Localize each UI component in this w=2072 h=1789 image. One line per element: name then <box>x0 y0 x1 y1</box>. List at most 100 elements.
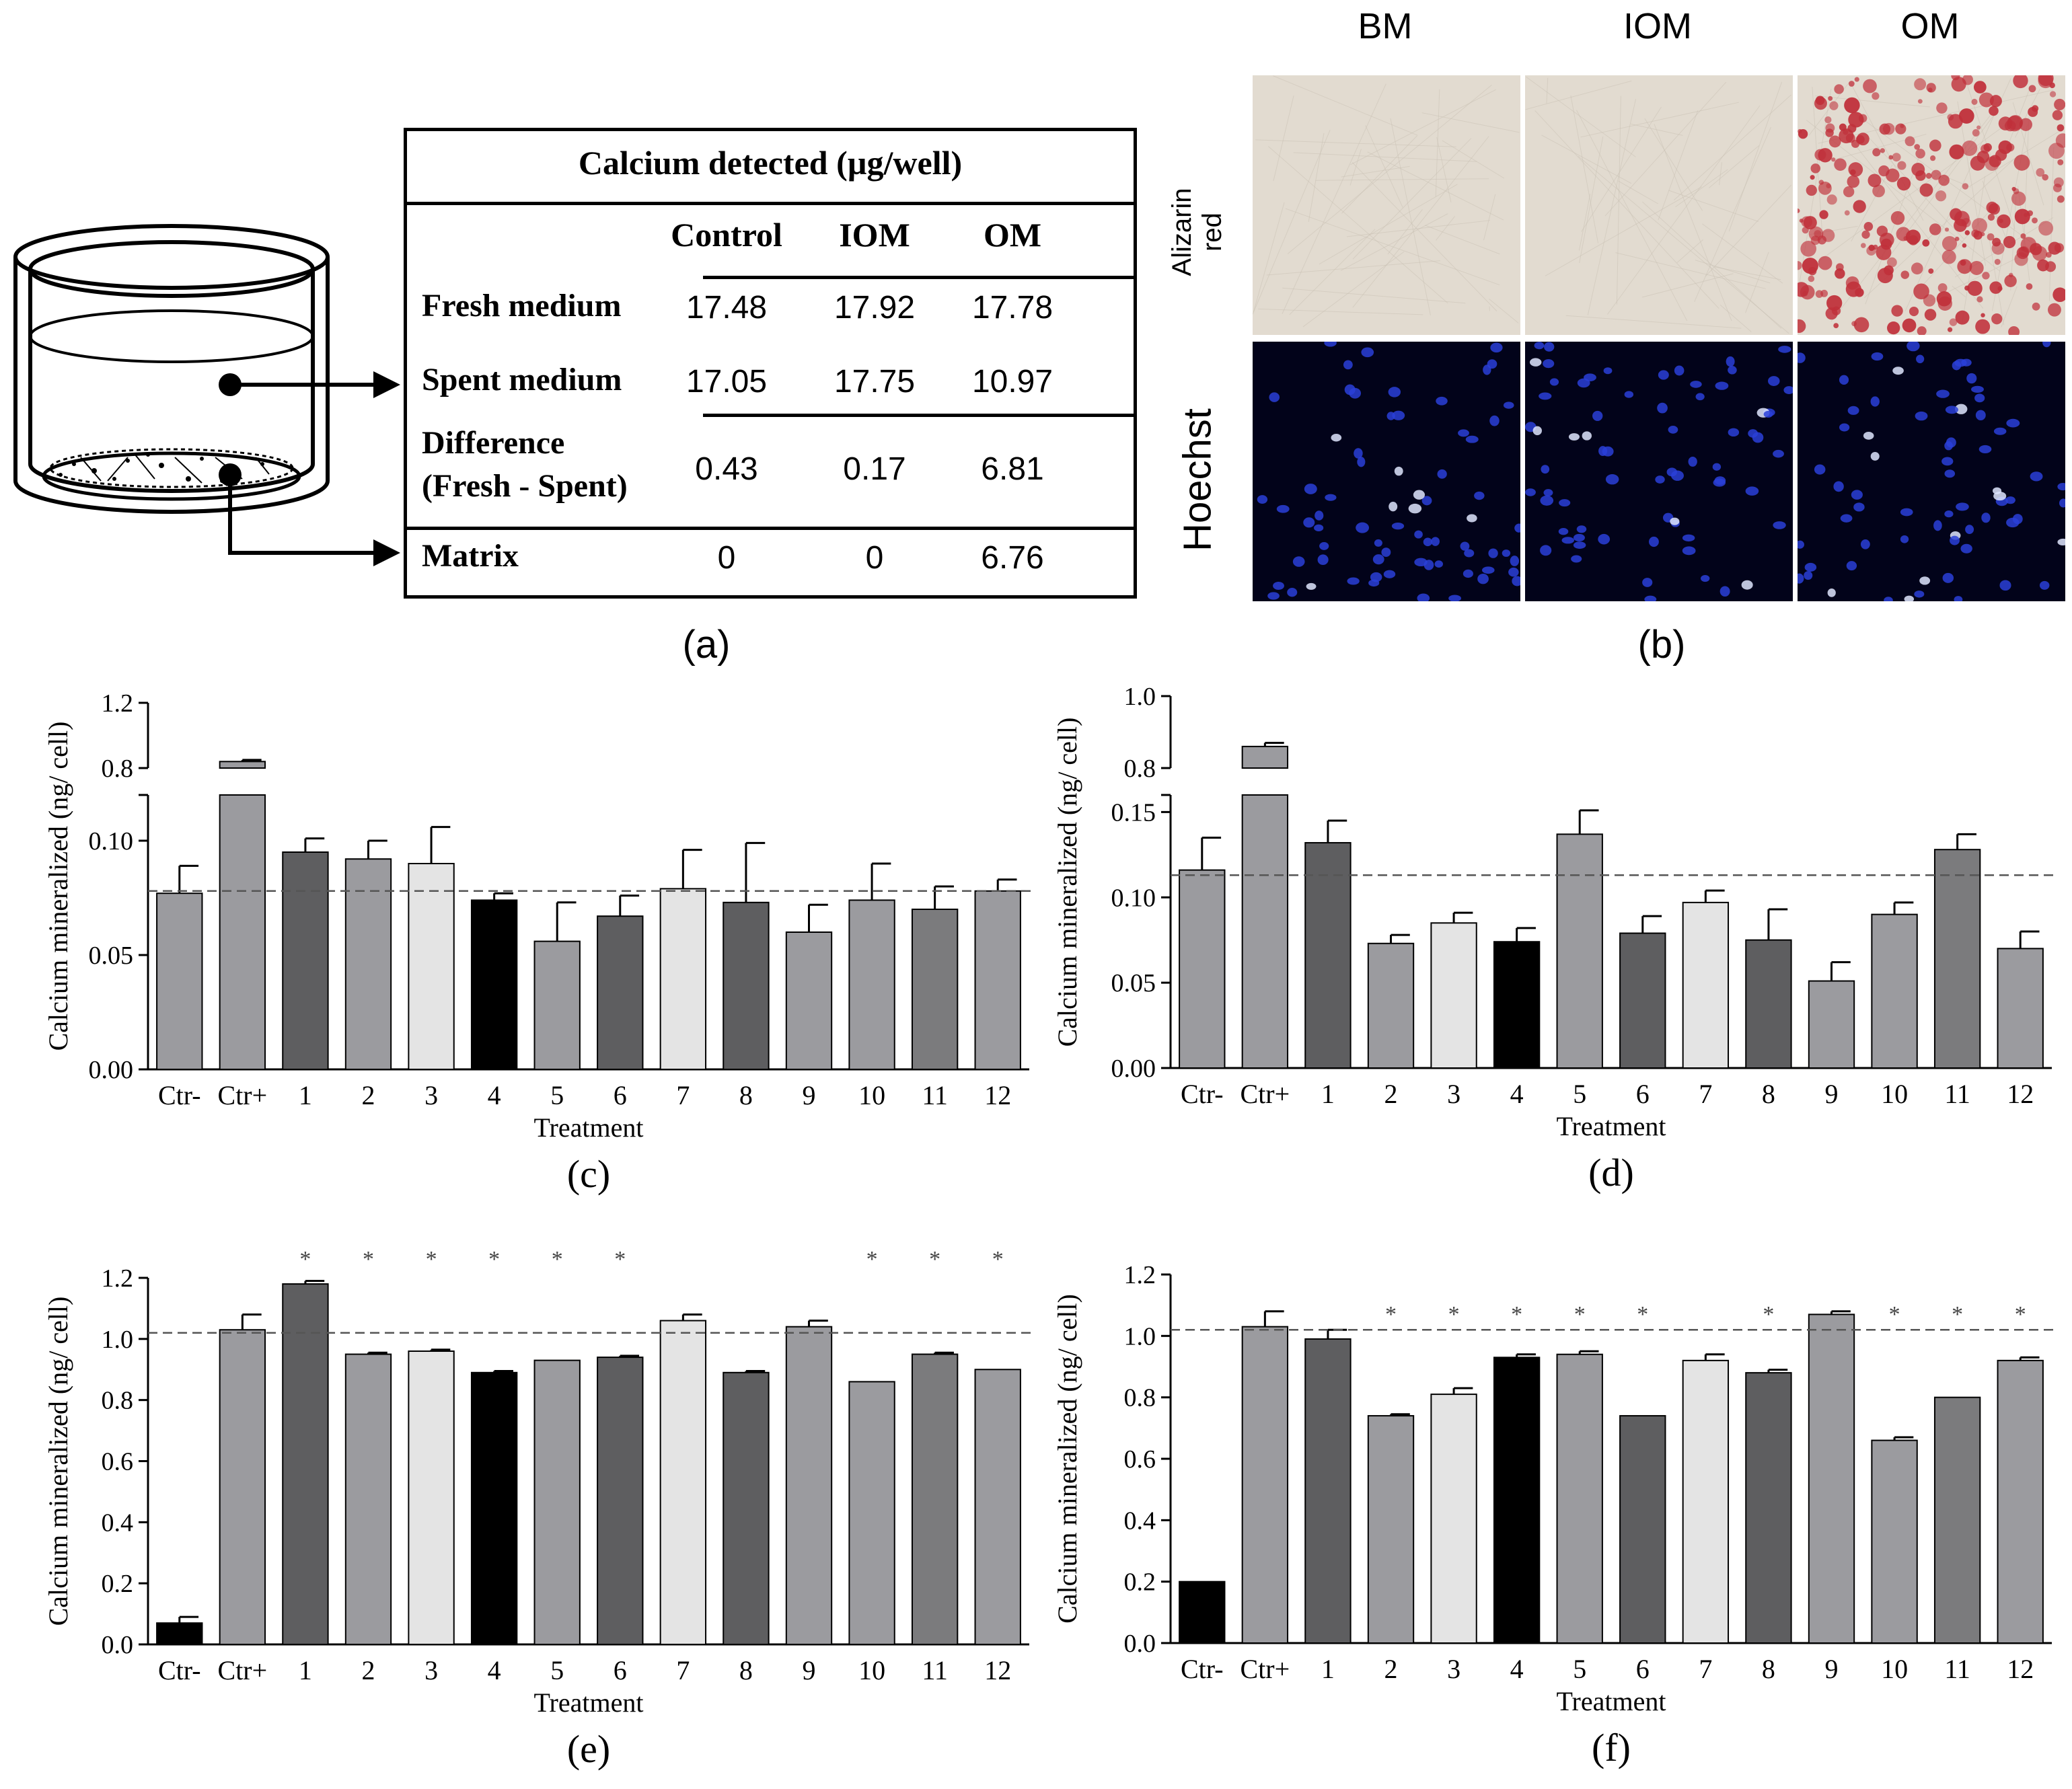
calcium-deposit <box>1843 186 1855 198</box>
nucleus <box>1413 490 1426 500</box>
significance-star: * <box>488 1247 500 1272</box>
cell-fiber <box>1654 124 1732 321</box>
calcium-deposit <box>2038 221 2054 236</box>
calcium-deposit <box>1976 125 1981 130</box>
x-tick-label: 11 <box>1944 1079 1970 1109</box>
calcium-deposit <box>1927 87 1933 92</box>
cell-fiber <box>1266 260 1440 276</box>
x-tick-label: 11 <box>922 1080 948 1110</box>
calcium-deposit <box>1976 151 1990 163</box>
y-tick-label: 0.8 <box>102 1387 134 1415</box>
nucleus <box>1540 495 1554 506</box>
calcium-deposit <box>1978 92 1994 108</box>
calcium-deposit <box>1860 243 1866 248</box>
nucleus <box>1465 435 1479 443</box>
calcium-deposit <box>1880 238 1892 250</box>
nucleus <box>1981 512 1991 523</box>
calcium-deposit <box>2006 115 2023 132</box>
bar <box>1367 1415 1415 1644</box>
nucleus <box>1383 570 1396 578</box>
nucleus <box>2042 342 2051 348</box>
cell: 0.43 <box>695 451 758 487</box>
y-axis-label: Calcium mineralized (ng/ cell) <box>1052 1294 1082 1624</box>
nucleus <box>1510 556 1520 566</box>
nucleus <box>1955 404 1968 414</box>
calcium-deposit <box>1800 241 1817 257</box>
y-tick-label: 0.2 <box>102 1570 134 1598</box>
calcium-deposit <box>1892 153 1901 162</box>
x-tick-label: 4 <box>488 1655 501 1685</box>
nucleus <box>1576 525 1587 533</box>
calcium-deposit <box>1863 79 1877 93</box>
calcium-deposit <box>1986 201 1999 214</box>
nucleus <box>1568 433 1580 441</box>
calcium-deposit <box>1947 327 1953 332</box>
nucleus <box>1833 481 1844 492</box>
nucleus <box>1840 514 1853 523</box>
calcium-deposit <box>1831 157 1836 162</box>
calcium-deposit <box>1971 98 1978 105</box>
calcium-deposit <box>1839 128 1854 144</box>
bar <box>408 863 455 1070</box>
x-axis-label: Treatment <box>1557 1111 1666 1141</box>
calcium-deposit <box>2052 110 2063 120</box>
nucleus <box>1292 556 1305 567</box>
nucleus <box>1514 523 1520 533</box>
cell-fiber <box>1695 260 1771 284</box>
calcium-deposit <box>1818 182 1832 195</box>
nucleus <box>1392 410 1405 420</box>
calcium-deposit <box>1964 285 1970 291</box>
bar <box>1179 869 1226 1069</box>
calcium-deposit <box>1929 139 1941 152</box>
chart-d: Calcium mineralized (ng/ cell) 0.8 1.0 0.00… <box>1052 683 2059 1194</box>
calcium-deposit <box>1829 101 1839 110</box>
significance-star: * <box>1952 1302 1963 1327</box>
cell-fiber <box>1708 145 1760 188</box>
calcium-deposit <box>1937 283 1948 293</box>
calcium-deposit <box>1806 184 1817 196</box>
micrograph-alizarin-iom <box>1525 75 1793 335</box>
nucleus <box>1778 346 1791 353</box>
calcium-deposit <box>1824 116 1832 124</box>
y-tick-label: 0.0 <box>1124 1630 1156 1658</box>
cell-fiber <box>1814 119 2013 264</box>
cell-fiber <box>1526 76 1636 157</box>
col-control: Control <box>671 216 782 254</box>
cell-fiber <box>1268 146 1448 304</box>
cell-fiber <box>2001 286 2018 328</box>
calcium-deposit <box>1941 236 1958 252</box>
cell-fiber <box>1576 110 1688 321</box>
bar <box>533 1359 581 1645</box>
x-tick-label: 1 <box>1321 1654 1335 1684</box>
nucleus <box>1331 434 1342 442</box>
bar <box>1493 941 1541 1069</box>
x-tick-label: 3 <box>424 1655 438 1685</box>
nucleus <box>1267 592 1280 600</box>
calcium-deposit <box>1828 96 1833 101</box>
nucleus <box>1907 342 1920 352</box>
calcium-deposit <box>1872 92 1880 100</box>
nucleus <box>1269 392 1280 402</box>
calcium-deposit <box>2004 274 2017 287</box>
bar <box>597 1357 644 1645</box>
nucleus <box>1304 484 1317 494</box>
calcium-deposit <box>2032 245 2048 261</box>
nucleus <box>1712 463 1722 471</box>
cell-fiber <box>1435 89 1440 197</box>
nucleus <box>1941 457 1954 466</box>
x-tick-label: 3 <box>1447 1654 1460 1684</box>
calcium-deposit <box>1808 275 1815 282</box>
nucleus <box>1464 549 1475 558</box>
bar <box>659 1320 707 1645</box>
calcium-deposit <box>2038 75 2053 89</box>
calcium-deposit <box>1994 258 2001 265</box>
cell: 10.97 <box>971 364 1053 399</box>
nucleus <box>1488 548 1498 558</box>
cell: 0 <box>865 540 884 576</box>
row-difference: Difference <box>422 425 565 461</box>
calcium-deposit <box>1987 233 1995 241</box>
calcium-deposit <box>1950 208 1962 221</box>
x-tick-label: 6 <box>614 1655 627 1685</box>
x-tick-label: 5 <box>1573 1079 1586 1109</box>
x-tick-label: 6 <box>614 1080 627 1110</box>
